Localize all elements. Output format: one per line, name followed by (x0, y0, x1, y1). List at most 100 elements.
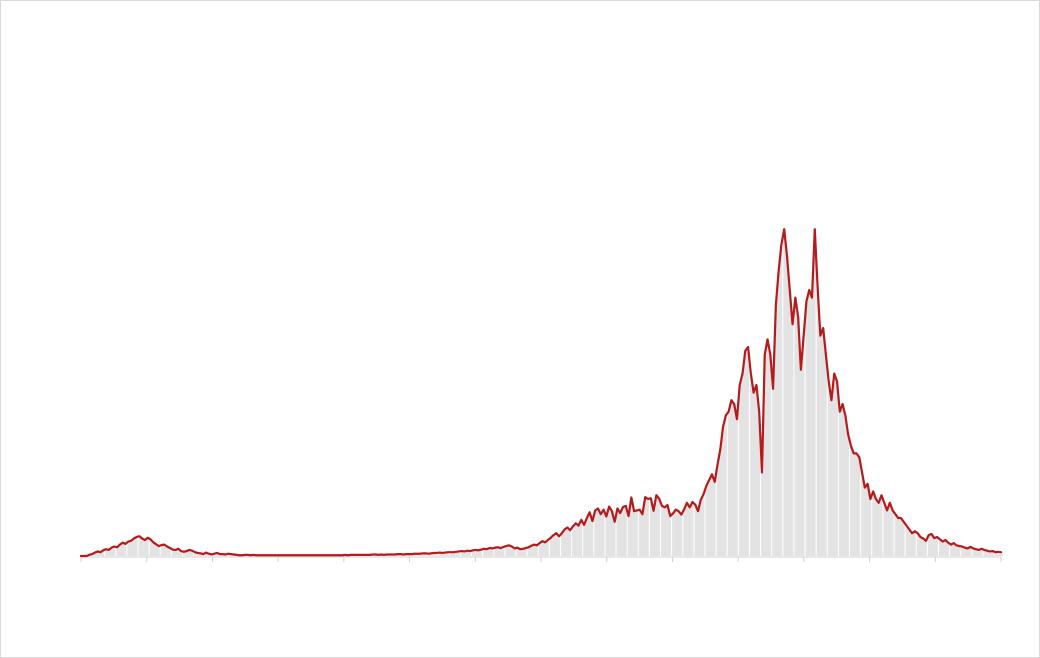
area-column (610, 511, 614, 556)
area-column (893, 514, 898, 556)
area-column (168, 548, 172, 556)
area-column (957, 546, 961, 556)
area-column (124, 543, 128, 556)
area-column (579, 519, 583, 556)
area-column (541, 541, 545, 556)
area-column (780, 244, 784, 556)
area-column (154, 544, 158, 556)
area-column (677, 511, 681, 556)
area-column (802, 335, 806, 556)
area-column (454, 551, 458, 556)
area-column (657, 498, 661, 556)
area-column (752, 392, 756, 556)
area-column (652, 510, 656, 556)
area-column (816, 286, 820, 556)
area-column (588, 512, 592, 556)
area-column (488, 548, 492, 556)
area-column (660, 505, 664, 556)
area-column (599, 514, 603, 556)
area-column (874, 499, 878, 556)
area-column (924, 540, 928, 556)
area-column (529, 545, 533, 556)
area-column (151, 542, 155, 556)
area-column (160, 544, 164, 556)
area-column (974, 549, 978, 556)
area-column (821, 328, 825, 556)
area-column (110, 547, 114, 556)
area-column (907, 529, 911, 556)
area-column (115, 547, 119, 556)
area-column (613, 521, 617, 556)
area-column (921, 538, 925, 556)
area-column (135, 537, 139, 556)
area-column (465, 550, 470, 556)
area-column (696, 511, 700, 556)
area-column (818, 335, 823, 556)
area-column (190, 550, 194, 556)
area-column (999, 552, 1003, 556)
area-column (535, 545, 539, 556)
area-column (532, 544, 536, 556)
area-column (902, 521, 906, 556)
area-column (435, 552, 439, 556)
area-column (479, 549, 483, 556)
area-column (429, 553, 433, 556)
area-column (704, 485, 709, 556)
area-column (452, 552, 456, 556)
area-column (571, 526, 575, 556)
area-column (888, 502, 892, 556)
area-column (855, 453, 859, 556)
area-column (543, 542, 547, 556)
area-column (813, 229, 817, 556)
area-column (952, 543, 956, 556)
area-column (910, 533, 914, 556)
area-column (554, 533, 558, 556)
area-column (438, 552, 442, 556)
area-column (104, 549, 108, 556)
area-column (185, 551, 189, 556)
area-column (880, 495, 884, 556)
area-column (635, 510, 639, 556)
area-column (707, 480, 711, 556)
area-column (846, 434, 850, 556)
area-column (766, 339, 770, 556)
area-column (852, 453, 856, 556)
area-column (515, 547, 520, 556)
area-column (843, 415, 848, 556)
area-column (710, 474, 714, 556)
area-column (510, 546, 514, 556)
area-column (129, 540, 133, 556)
area-column (99, 552, 103, 556)
area-column (654, 495, 659, 556)
area-column (593, 510, 597, 556)
area-column (735, 419, 739, 556)
area-column (485, 549, 489, 556)
area-column (827, 381, 831, 556)
area-column (896, 518, 900, 556)
area-column (93, 552, 97, 556)
area-column (741, 373, 745, 556)
area-column (755, 385, 759, 556)
area-column (643, 497, 647, 556)
area-column (474, 549, 478, 556)
area-column (557, 536, 561, 556)
area-column (574, 523, 578, 556)
area-column (838, 411, 842, 556)
area-column (810, 297, 814, 556)
area-column (941, 541, 945, 556)
area-column (621, 506, 625, 556)
area-column (930, 533, 934, 556)
area-column (824, 354, 828, 556)
area-column (771, 388, 775, 556)
area-column (868, 499, 873, 556)
area-column (946, 542, 950, 556)
area-column (743, 350, 747, 556)
area-column (432, 552, 436, 556)
area-column (199, 553, 203, 556)
area-column (716, 464, 720, 556)
area-column (969, 546, 973, 556)
area-column (791, 324, 795, 556)
area-column (757, 411, 761, 556)
